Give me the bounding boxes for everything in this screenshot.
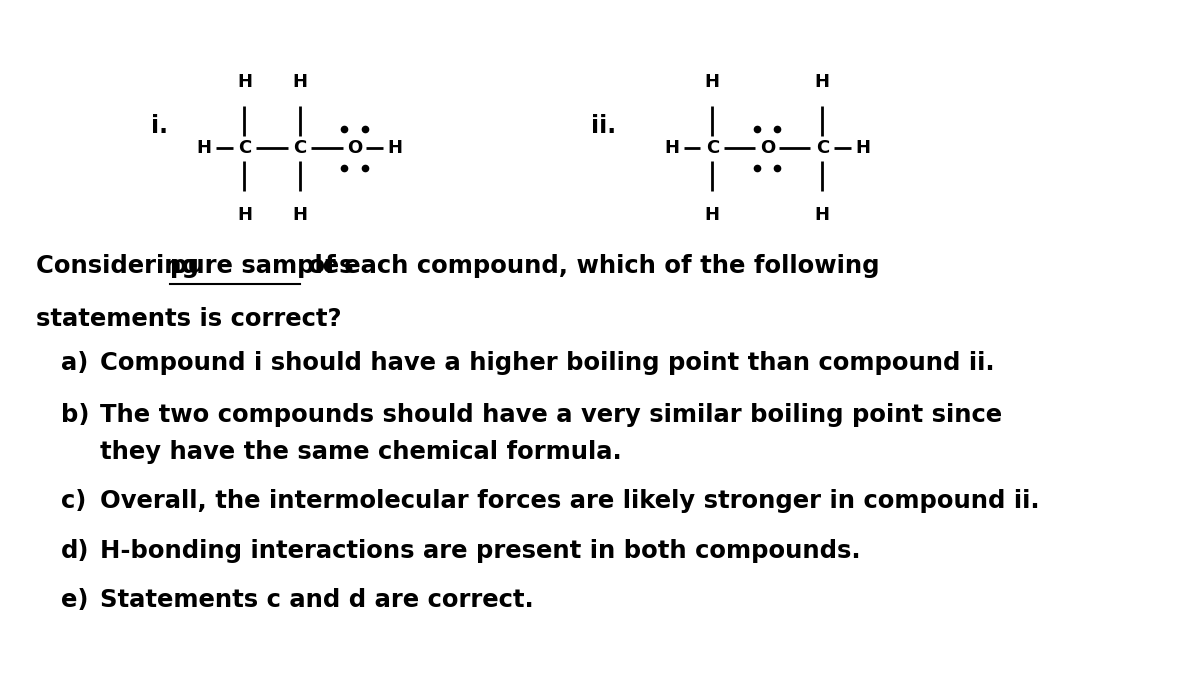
Text: they have the same chemical formula.: they have the same chemical formula. [101, 440, 623, 464]
Text: C: C [706, 140, 719, 157]
Text: H: H [197, 140, 211, 157]
Text: a): a) [61, 351, 89, 375]
Text: H: H [815, 73, 830, 91]
Text: statements is correct?: statements is correct? [36, 307, 342, 332]
Text: H: H [292, 73, 307, 91]
Text: Overall, the intermolecular forces are likely stronger in compound ii.: Overall, the intermolecular forces are l… [101, 489, 1040, 513]
Text: C: C [816, 140, 829, 157]
Text: b): b) [61, 403, 90, 427]
Text: pure samples: pure samples [170, 254, 354, 278]
Text: The two compounds should have a very similar boiling point since: The two compounds should have a very sim… [101, 403, 1003, 427]
Text: H: H [815, 206, 830, 223]
Text: H: H [236, 206, 252, 223]
Text: of each compound, which of the following: of each compound, which of the following [300, 254, 880, 278]
Text: ii.: ii. [592, 114, 617, 138]
Text: H: H [388, 140, 402, 157]
Text: C: C [293, 140, 306, 157]
Text: H: H [856, 140, 870, 157]
Text: Compound i should have a higher boiling point than compound ii.: Compound i should have a higher boiling … [101, 351, 995, 375]
Text: Considering: Considering [36, 254, 208, 278]
Text: H: H [236, 73, 252, 91]
Text: c): c) [61, 489, 86, 513]
Text: Statements c and d are correct.: Statements c and d are correct. [101, 588, 534, 612]
Text: i.: i. [151, 114, 168, 138]
Text: H: H [292, 206, 307, 223]
Text: C: C [238, 140, 251, 157]
Text: O: O [347, 140, 362, 157]
Text: H-bonding interactions are present in both compounds.: H-bonding interactions are present in bo… [101, 539, 862, 563]
Text: O: O [760, 140, 775, 157]
Text: e): e) [61, 588, 89, 612]
Text: H: H [704, 73, 720, 91]
Text: H: H [665, 140, 679, 157]
Text: d): d) [61, 539, 90, 563]
Text: H: H [704, 206, 720, 223]
